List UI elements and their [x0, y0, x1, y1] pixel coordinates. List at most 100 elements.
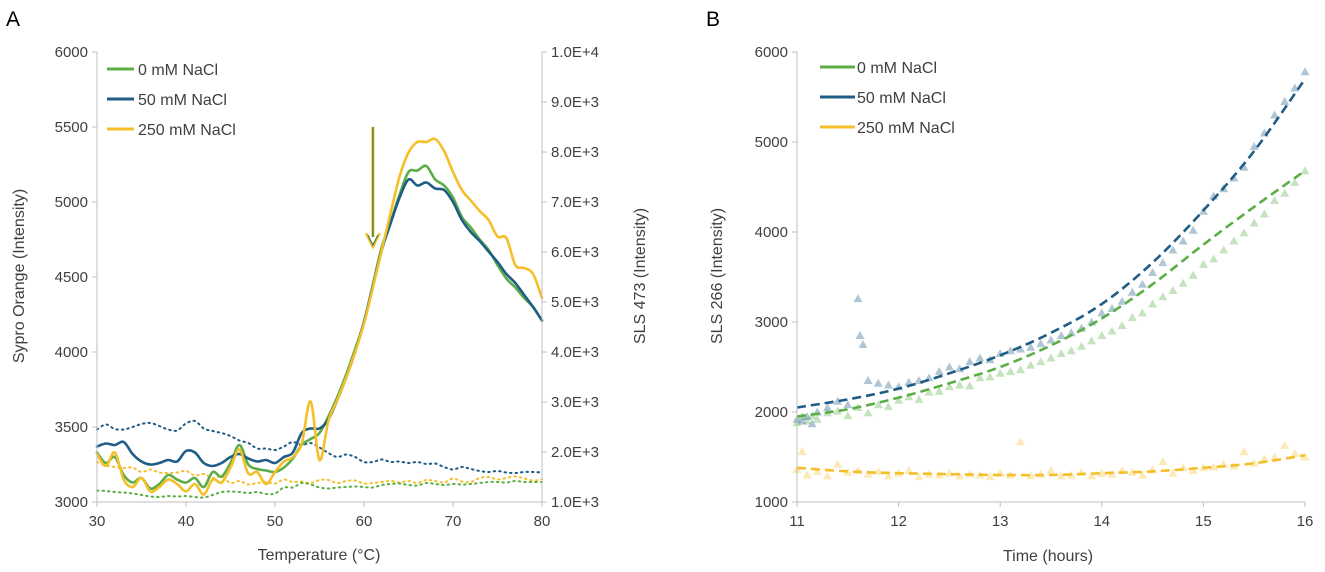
chart-b-point-0 — [1259, 209, 1269, 218]
chart-b-point-0 — [944, 382, 954, 391]
chart-a-y2-tick-label: 5.0E+3 — [551, 294, 599, 311]
chart-b-point-2 — [1087, 471, 1097, 480]
chart-a-y2-tick-label: 4.0E+3 — [551, 344, 599, 361]
chart-a-y2-tick-label: 1.0E+4 — [551, 44, 599, 61]
chart-b-x-tick-label: 12 — [890, 513, 907, 530]
chart-b-point-1 — [1188, 225, 1198, 234]
chart-b-point-0 — [1036, 357, 1046, 366]
chart-a-x-tick-label: 40 — [178, 513, 195, 530]
chart-b-legend-label: 50 mM NaCl — [857, 90, 946, 107]
chart-b-point-0 — [802, 416, 812, 425]
chart-b-trendline-2 — [796, 453, 1306, 477]
chart-a-y-tick-label: 3000 — [55, 494, 88, 511]
chart-b-point-2 — [1026, 471, 1036, 480]
chart-b-point-0 — [914, 394, 924, 403]
chart-a-series-line-0 — [95, 164, 544, 490]
chart-b-x-tick-label: 15 — [1195, 513, 1212, 530]
chart-b-point-2 — [1239, 447, 1249, 456]
chart-b-point-0 — [873, 400, 883, 409]
chart-b-legend-label: 250 mM NaCl — [857, 120, 955, 137]
chart-b-point-1 — [1300, 67, 1310, 76]
chart-b-point-0 — [1270, 196, 1279, 204]
chart-a-y-tick-label: 4500 — [55, 269, 88, 286]
chart-b-legend: 0 mM NaCl 50 mM NaCl 250 mM NaCl — [820, 60, 955, 137]
chart-a-series-line-3 — [96, 419, 543, 475]
chart-a-x-axis-title: Temperature (°C) — [258, 547, 381, 564]
chart-b-point-1 — [1056, 331, 1066, 339]
chart-b-point-2 — [1280, 440, 1290, 449]
chart-b-point-0 — [1168, 286, 1178, 294]
chart-b-point-1 — [975, 353, 985, 362]
chart-b-y-tick-label: 2000 — [755, 404, 788, 421]
chart-b-point-2 — [985, 472, 995, 481]
chart-a-legend: 0 mM NaCl 50 mM NaCl 250 mM NaCl — [107, 62, 236, 139]
chart-b-point-0 — [843, 411, 853, 420]
chart-b-y-tick-label: 1000 — [755, 494, 788, 511]
chart-b-point-2 — [802, 470, 812, 479]
chart-b-point-0 — [985, 372, 995, 381]
chart-b-point-1 — [1097, 308, 1107, 317]
chart-b-point-2 — [904, 466, 914, 474]
chart-b-y-tick-label: 5000 — [755, 134, 788, 151]
chart-b-point-1 — [802, 412, 812, 420]
chart-b-point-0 — [812, 414, 822, 423]
chart-b-point-0 — [1127, 313, 1137, 321]
chart-b-point-1 — [1046, 335, 1056, 344]
chart-b-x-tick-label: 11 — [789, 513, 805, 530]
chart-a-y2-tick-label: 2.0E+3 — [551, 444, 599, 461]
chart-b-y-tick-label: 6000 — [755, 44, 788, 61]
chart-b-point-1 — [904, 377, 914, 386]
chart-b-point-1 — [843, 400, 853, 409]
chart-b-point-0 — [1056, 349, 1066, 357]
chart-a-x-tick-label: 30 — [89, 513, 106, 530]
chart-a-y2-tick-label: 9.0E+3 — [551, 94, 599, 111]
chart-a-x-tick-label: 60 — [356, 513, 373, 530]
chart-b-point-0 — [934, 386, 944, 395]
chart-b-point-0 — [975, 373, 985, 382]
chart-b-point-2 — [1016, 437, 1025, 446]
chart-b-point-0 — [833, 406, 843, 415]
chart-b-point-1 — [853, 294, 863, 303]
chart-a-y2-tick-label: 3.0E+3 — [551, 394, 599, 411]
chart-b-point-2 — [812, 466, 822, 475]
chart-b-point-0 — [1046, 353, 1056, 362]
chart-b-point-0 — [1219, 245, 1229, 254]
chart-b-point-0 — [1239, 228, 1249, 237]
chart-b-point-0 — [894, 395, 904, 404]
chart-b-point-0 — [883, 402, 893, 411]
chart-b-point-2 — [1188, 466, 1198, 474]
chart-b-point-2 — [1127, 467, 1137, 476]
chart-b-point-1 — [965, 357, 975, 366]
chart-b-point-1 — [833, 396, 843, 405]
chart-a: 30 40 50 60 70 80 3000 3500 4000 4500 5000 5500 6000… — [11, 44, 649, 564]
chart-b-point-0 — [1158, 292, 1168, 301]
chart-b-point-0 — [1087, 336, 1097, 345]
chart-b-legend-label: 0 mM NaCl — [857, 60, 937, 77]
chart-a-x-tick-label: 50 — [267, 513, 284, 530]
chart-a-y-axis-title: Sypro Orange (Intensity) — [11, 189, 28, 363]
chart-a-x-tick-label: 70 — [445, 513, 462, 530]
chart-b-point-1 — [855, 331, 865, 339]
chart-b-point-0 — [863, 408, 873, 417]
chart-b-point-2 — [914, 472, 924, 481]
chart-b-point-0 — [995, 368, 1005, 377]
chart-b-point-2 — [1168, 468, 1178, 477]
chart-b-point-2 — [873, 466, 883, 475]
chart-b-point-1 — [1178, 236, 1188, 245]
chart-b-point-1 — [944, 362, 954, 371]
chart-b-point-0 — [924, 387, 934, 396]
chart-b-point-0 — [1066, 346, 1076, 355]
arrow-annotation-head-inner — [367, 234, 379, 247]
chart-a-series-line-4 — [96, 461, 543, 486]
chart-b-point-1 — [1026, 342, 1036, 351]
chart-b-point-1 — [1137, 279, 1147, 288]
chart-b-point-2 — [1270, 452, 1279, 461]
arrow-annotation-head — [364, 232, 381, 250]
chart-b-point-0 — [1188, 270, 1198, 279]
chart-b-point-1 — [1290, 83, 1300, 92]
chart-b-point-0 — [1117, 321, 1127, 330]
chart-b-point-1 — [1270, 110, 1279, 119]
chart-b-point-1 — [873, 378, 883, 387]
chart-b-point-0 — [1178, 278, 1188, 287]
